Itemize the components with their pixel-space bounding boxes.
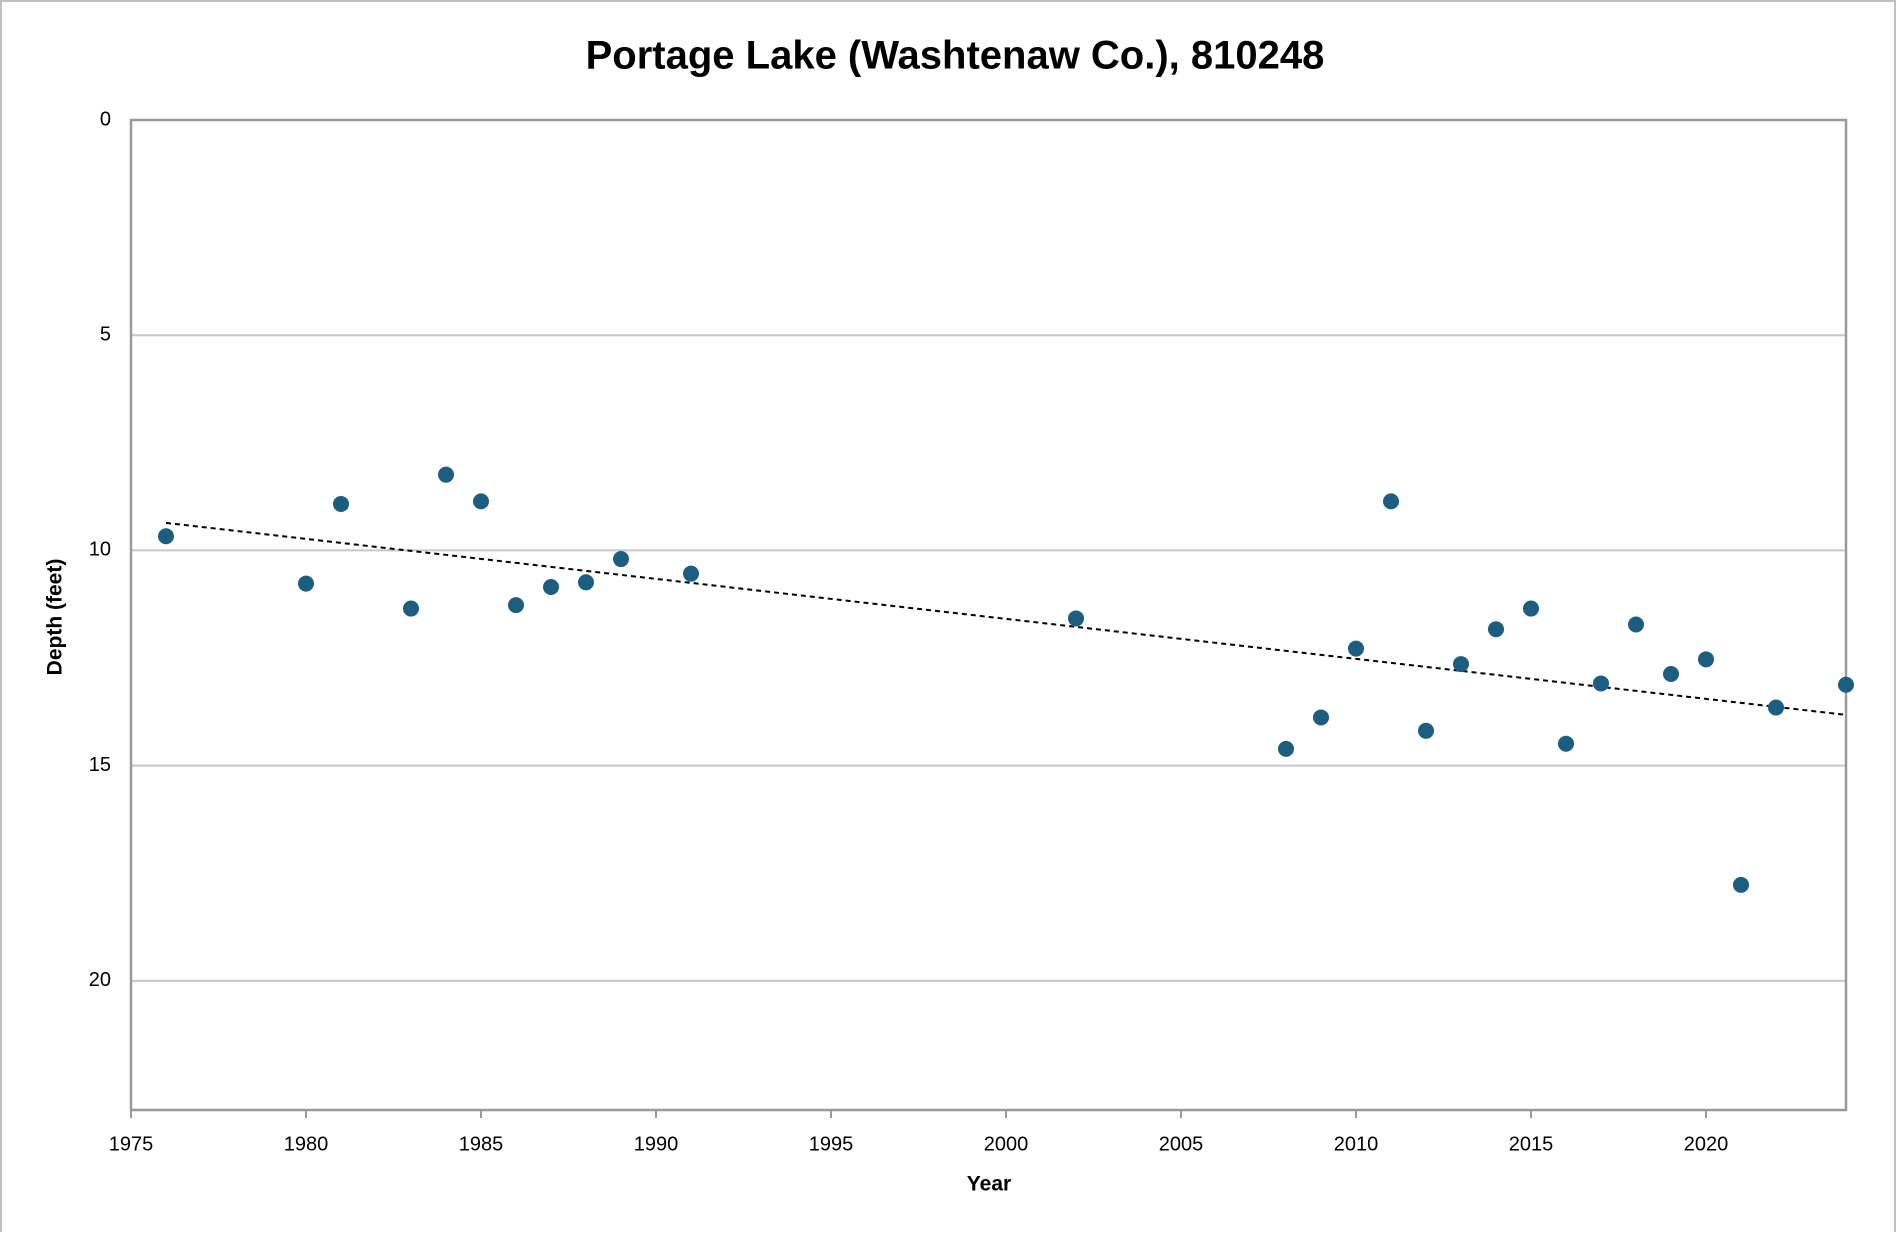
data-point xyxy=(298,575,314,592)
data-point xyxy=(578,574,594,591)
x-axis-label: Year xyxy=(967,1173,1011,1196)
x-tick-label: 2005 xyxy=(1159,1133,1204,1155)
data-point xyxy=(1418,722,1434,739)
x-tick-label: 1985 xyxy=(459,1133,504,1155)
data-point xyxy=(683,565,699,582)
data-point xyxy=(508,597,524,614)
data-point xyxy=(1068,610,1084,627)
data-point xyxy=(1558,735,1574,752)
x-tick-label: 1980 xyxy=(284,1133,329,1155)
data-point xyxy=(613,551,629,568)
data-point xyxy=(1348,640,1364,657)
data-point xyxy=(1768,699,1784,716)
data-point xyxy=(1313,709,1329,726)
chart-title: Portage Lake (Washtenaw Co.), 810248 xyxy=(586,34,1325,78)
x-tick-label: 2010 xyxy=(1334,1133,1379,1155)
data-point xyxy=(1383,493,1399,510)
plot-frame xyxy=(129,118,1848,1112)
y-tick-label: 5 xyxy=(100,323,111,345)
data-point xyxy=(1453,656,1469,673)
data-point xyxy=(438,466,454,483)
y-axis-label: Depth (feet) xyxy=(44,559,67,676)
y-tick-label: 15 xyxy=(89,754,111,776)
data-point xyxy=(1698,651,1714,668)
data-point xyxy=(1838,676,1854,693)
x-tick-label: 2000 xyxy=(984,1133,1029,1155)
x-tick-label: 1975 xyxy=(109,1133,154,1155)
data-point xyxy=(1628,616,1644,633)
data-point xyxy=(543,579,559,596)
data-point xyxy=(1488,621,1504,638)
trendline xyxy=(165,521,1847,716)
data-point xyxy=(1593,675,1609,692)
data-point xyxy=(1733,876,1749,893)
y-tick-label: 10 xyxy=(89,539,111,561)
y-tick-label: 20 xyxy=(89,969,111,991)
y-tick-label: 0 xyxy=(100,108,111,130)
x-tick-label: 1990 xyxy=(634,1133,679,1155)
data-point xyxy=(1523,600,1539,617)
x-tick-label: 2020 xyxy=(1684,1133,1729,1155)
data-point xyxy=(158,528,174,545)
data-point xyxy=(473,493,489,510)
x-tick-label: 2015 xyxy=(1509,1133,1554,1155)
data-point xyxy=(403,600,419,617)
x-tick-label: 1995 xyxy=(809,1133,854,1155)
data-point xyxy=(1278,740,1294,757)
data-point xyxy=(1663,665,1679,682)
data-point xyxy=(333,495,349,512)
